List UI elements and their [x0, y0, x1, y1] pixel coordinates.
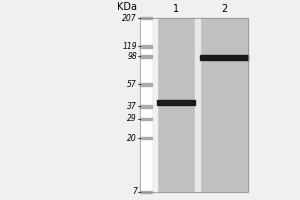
Text: 119: 119 — [122, 42, 137, 51]
Bar — [140, 17, 152, 19]
Text: 1: 1 — [173, 4, 179, 14]
Bar — [140, 105, 152, 108]
Bar — [140, 45, 152, 48]
Text: 29: 29 — [127, 114, 137, 123]
Text: 2: 2 — [221, 4, 227, 14]
Text: 7: 7 — [132, 187, 137, 196]
Bar — [140, 83, 152, 86]
Bar — [195, 18, 200, 192]
Bar — [152, 18, 157, 192]
Bar — [140, 18, 152, 192]
Bar — [140, 18, 248, 192]
Text: 98: 98 — [127, 52, 137, 61]
Bar — [140, 118, 152, 120]
Bar — [157, 100, 195, 105]
Bar — [200, 55, 248, 60]
Text: 207: 207 — [122, 14, 137, 23]
Text: 37: 37 — [127, 102, 137, 111]
Text: 20: 20 — [127, 134, 137, 143]
Bar — [140, 18, 248, 192]
Text: KDa: KDa — [117, 2, 137, 12]
Text: 57: 57 — [127, 80, 137, 89]
Bar — [140, 55, 152, 58]
Bar — [140, 137, 152, 139]
Bar — [140, 191, 152, 193]
